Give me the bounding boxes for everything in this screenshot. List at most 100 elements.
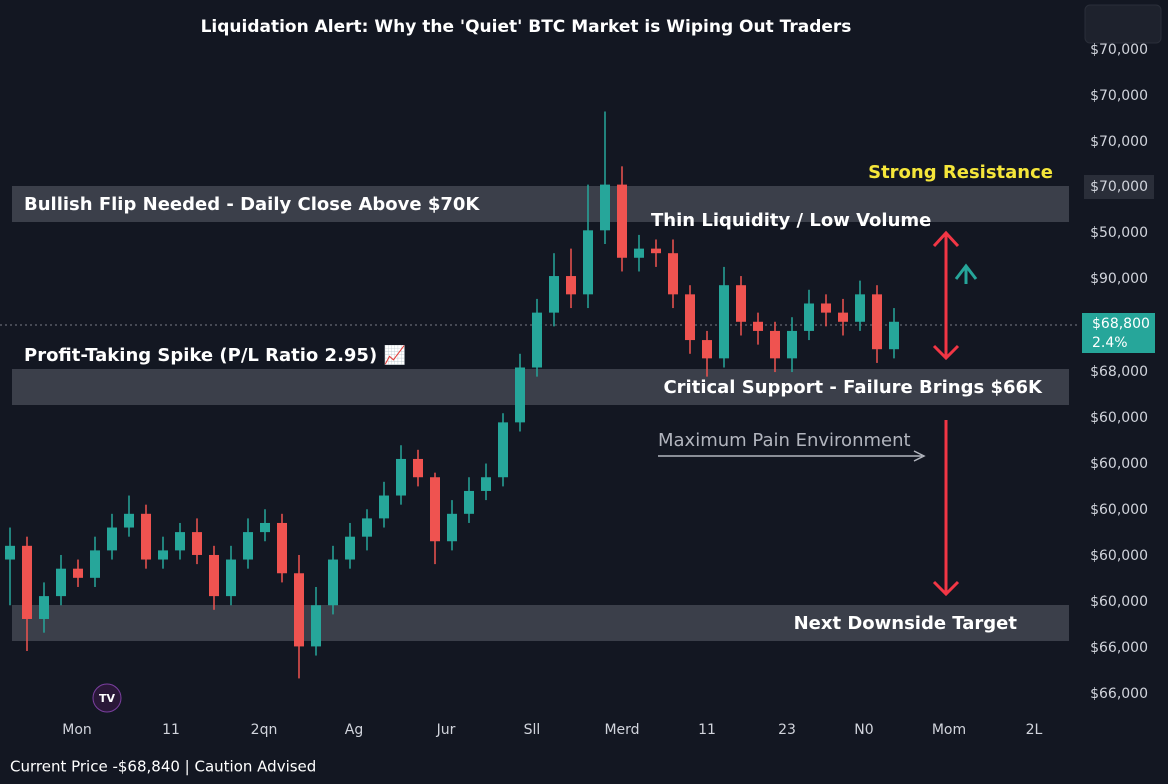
candle-body	[685, 294, 695, 341]
candle-body	[668, 253, 678, 295]
candle-body	[243, 532, 253, 560]
annotation: Thin Liquidity / Low Volume	[651, 210, 931, 231]
candle-body	[430, 477, 440, 542]
y-axis-label: $50,000	[1090, 225, 1148, 241]
candle-body	[532, 312, 542, 368]
x-axis-label: 2L	[1026, 722, 1043, 738]
candle-body	[651, 248, 661, 254]
candle-body	[107, 527, 117, 551]
candle-body	[413, 458, 423, 478]
toolbar-box[interactable]	[1084, 4, 1162, 44]
candle-body	[90, 550, 100, 578]
candle-body	[260, 522, 270, 533]
x-axis-label: N0	[854, 722, 873, 738]
candle-body	[447, 513, 457, 542]
candle-body	[362, 518, 372, 537]
candle-body	[73, 568, 83, 578]
annotation: Bullish Flip Needed - Daily Close Above …	[24, 194, 480, 215]
candle-body	[226, 559, 236, 597]
y-axis-label: $70,000	[1090, 134, 1148, 150]
candle-body	[753, 321, 763, 331]
y-axis-label: $66,000	[1090, 686, 1148, 702]
target-band	[12, 605, 1069, 641]
candle-body	[141, 513, 151, 560]
candle-body	[566, 276, 576, 295]
x-axis-label: Mom	[932, 722, 966, 738]
y-axis-label: $68,000	[1090, 364, 1148, 380]
logo-text: TV	[99, 692, 116, 705]
candle-body	[719, 285, 729, 359]
y-axis-label: $70,000	[1090, 88, 1148, 104]
arrow-head	[913, 450, 926, 462]
candle-body	[294, 573, 304, 647]
x-axis-label: 23	[778, 722, 796, 738]
y-axis-label: $60,000	[1090, 410, 1148, 426]
x-axis-label: Mon	[62, 722, 92, 738]
candle-body	[39, 596, 49, 619]
price-tag	[1082, 313, 1155, 353]
price-tag-price: $68,800	[1092, 316, 1150, 332]
y-axis-label: $70,000	[1090, 42, 1148, 58]
price-label-box	[1084, 175, 1154, 199]
candle-body	[821, 303, 831, 313]
plot	[0, 111, 1080, 679]
y-axis-label: $70,000	[1090, 179, 1148, 195]
annotation: Critical Support - Failure Brings $66K	[663, 377, 1043, 398]
up-arrow	[954, 263, 978, 284]
candle-body	[396, 458, 406, 496]
candle-body	[345, 536, 355, 560]
candle-body	[56, 568, 66, 597]
candle-body	[634, 248, 644, 258]
logo[interactable]	[92, 683, 122, 713]
y-axis-label: $66,000	[1090, 640, 1148, 656]
footer: Current Price -$68,840 | Caution Advised	[10, 758, 316, 776]
candle-body	[583, 230, 593, 295]
candle-body	[855, 294, 865, 322]
x-axis-label: Sll	[524, 722, 541, 738]
candle-body	[311, 605, 321, 647]
x-axis-label: Ag	[345, 722, 363, 738]
candle-body	[736, 285, 746, 322]
candle-body	[804, 303, 814, 331]
annotation: Strong Resistance	[868, 162, 1053, 183]
y-axis-label: $90,000	[1090, 271, 1148, 287]
x-axis-label: 2qn	[251, 722, 278, 738]
candle-body	[498, 422, 508, 478]
range-arrow	[932, 230, 960, 597]
y-axis-label: $60,000	[1090, 594, 1148, 610]
candle-body	[192, 532, 202, 555]
candle-body	[838, 312, 848, 322]
candle-body	[600, 184, 610, 231]
x-axis-label: Merd	[604, 722, 639, 738]
candle-body	[124, 513, 134, 528]
candle-body	[787, 330, 797, 359]
candle-body	[175, 532, 185, 551]
annotation: Maximum Pain Environment	[658, 430, 911, 451]
candle-body	[328, 559, 338, 606]
annotation: Next Downside Target	[794, 613, 1018, 634]
candle-body	[702, 340, 712, 359]
candle-body	[889, 321, 899, 350]
candle-body	[617, 184, 627, 258]
y-axis-label: $60,000	[1090, 502, 1148, 518]
x-axis-label: 11	[162, 722, 180, 738]
candle-body	[872, 294, 882, 350]
candle-body	[379, 495, 389, 519]
candle-body	[481, 477, 491, 491]
x-axis-label: 11	[698, 722, 716, 738]
annotation: Profit-Taking Spike (P/L Ratio 2.95) 📈	[24, 344, 406, 366]
candle-body	[464, 490, 474, 514]
candle-body	[22, 545, 32, 619]
chart-title: Liquidation Alert: Why the 'Quiet' BTC M…	[201, 17, 852, 37]
candle-body	[549, 276, 559, 313]
support-band	[12, 369, 1069, 405]
candle-body	[209, 554, 219, 597]
x-axis-label: Jur	[436, 722, 456, 738]
candle-body	[5, 545, 15, 560]
candle-body	[158, 550, 168, 560]
candle-body	[515, 367, 525, 423]
price-tag-change: 2.4%	[1092, 335, 1128, 351]
y-axis-label: $60,000	[1090, 548, 1148, 564]
y-axis-label: $60,000	[1090, 456, 1148, 472]
